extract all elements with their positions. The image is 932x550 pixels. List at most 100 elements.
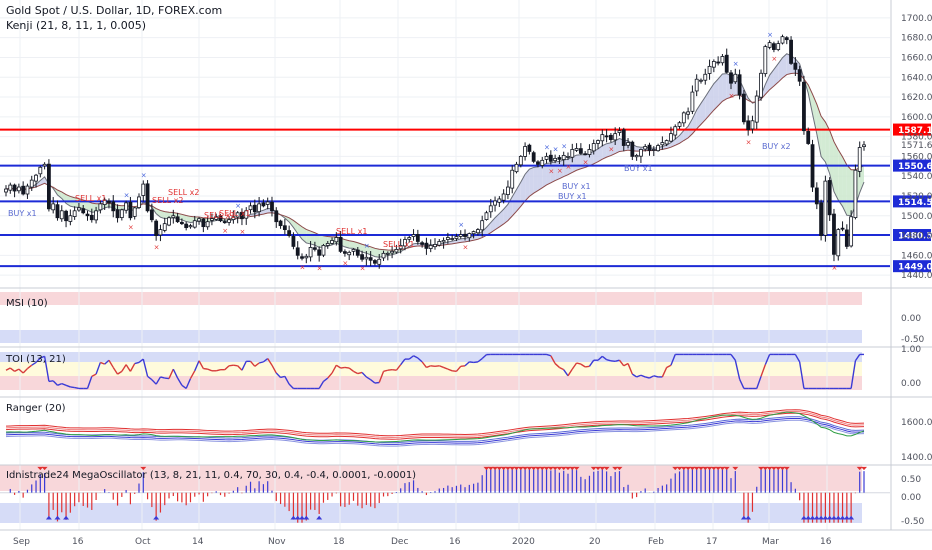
toi-line-segment xyxy=(554,363,560,368)
candle-body xyxy=(484,212,489,220)
osc-overbought-marker xyxy=(612,466,619,471)
candle-body xyxy=(536,161,540,165)
toi-line-segment xyxy=(138,358,144,363)
toi-line-segment xyxy=(43,356,50,382)
cloud-segment xyxy=(520,174,526,207)
cloud-segment xyxy=(692,109,697,134)
megaoscillator-panel[interactable] xyxy=(0,466,890,523)
cloud-segment xyxy=(529,167,534,197)
toi-line-segment xyxy=(14,368,20,372)
toi-line-segment xyxy=(198,360,204,369)
toi-line-segment xyxy=(147,375,153,381)
osc-oversold-marker xyxy=(809,515,816,520)
toi-line-segment xyxy=(224,365,230,371)
cloud-segment xyxy=(838,149,843,207)
toi-panel[interactable] xyxy=(5,353,864,390)
candle-body xyxy=(8,184,13,191)
candle-body xyxy=(694,78,699,92)
candle-body xyxy=(445,237,450,240)
cloud-segment xyxy=(606,142,611,158)
candle-body xyxy=(102,199,107,205)
candle-body xyxy=(797,69,802,82)
toi-line-segment xyxy=(344,366,350,369)
candle-body xyxy=(639,149,643,157)
y-axis[interactable]: 1440.00 1460.00 1480.00 1500.00 1520.00 1540.… xyxy=(901,14,932,527)
chart-title: Gold Spot / U.S. Dollar, 1D, FOREX.com xyxy=(6,4,222,17)
candle-body xyxy=(351,248,356,252)
osc-oversold-marker xyxy=(316,515,323,520)
megaoscillator-title: Idnistrade24 MegaOscillator (13, 8, 21, … xyxy=(6,470,416,481)
candle-body xyxy=(776,43,781,50)
candle-body xyxy=(673,126,678,136)
osc-overbought-marker xyxy=(723,466,730,471)
toi-line-segment xyxy=(563,369,569,377)
ranger-line xyxy=(5,412,865,440)
toi-line-segment xyxy=(640,374,646,378)
cloud-segment xyxy=(688,118,693,138)
candle-body xyxy=(325,243,330,246)
toi-line-segment xyxy=(176,377,183,386)
candle-body xyxy=(574,148,579,151)
osc-oversold-marker xyxy=(839,515,846,520)
y-tick-label: 1400.00 xyxy=(901,453,932,463)
toi-line-segment xyxy=(408,355,414,360)
candle-body xyxy=(360,254,364,260)
osc-oversold-marker xyxy=(813,515,820,520)
candle-body xyxy=(364,256,369,260)
toi-line-segment xyxy=(447,368,453,372)
toi-line-segment xyxy=(86,376,93,389)
candle-body xyxy=(107,200,111,204)
cloud-segment xyxy=(57,190,62,199)
ranger-panel[interactable] xyxy=(5,409,865,447)
osc-overbought-marker xyxy=(547,466,554,471)
toi-line-segment xyxy=(249,360,256,367)
down-marker: × xyxy=(565,163,571,171)
candle-body xyxy=(377,258,382,265)
osc-oversold-marker xyxy=(800,515,807,520)
toi-line-segment xyxy=(353,370,359,375)
level-price-label: 1480.53 xyxy=(898,232,932,242)
toi-line-segment xyxy=(618,359,625,367)
candle-body xyxy=(677,122,682,127)
y-tick-label: 1600.00 xyxy=(901,418,932,428)
candle-body xyxy=(488,205,493,213)
down-marker: × xyxy=(342,260,348,268)
toi-line-segment xyxy=(738,378,745,389)
candle-body xyxy=(179,221,184,225)
candle-body xyxy=(149,209,154,221)
y-tick-label: 0.00 xyxy=(901,314,921,324)
cloud-segment xyxy=(550,161,556,183)
cloud-segment xyxy=(821,116,826,162)
cloud-segment xyxy=(765,75,770,95)
x-axis[interactable]: Sep 16 Oct 14 Nov 18 Dec 16 2020 20 Feb 17 Mar 16 xyxy=(13,537,832,547)
candle-body xyxy=(265,201,270,205)
osc-overbought-marker xyxy=(530,466,537,471)
price-panel[interactable]: 1587.121550.681514.501480.531449.04 ××××… xyxy=(0,31,932,273)
toi-line-segment xyxy=(850,360,857,389)
down-marker: × xyxy=(548,167,554,175)
cloud-segment xyxy=(773,63,779,87)
candle-body xyxy=(497,198,502,203)
level-price-label: 1587.12 xyxy=(898,126,932,136)
candle-body xyxy=(261,202,266,207)
toi-line-segment xyxy=(636,374,642,378)
last-price-label: 1571.65 xyxy=(901,141,932,151)
y-tick-label: 1460.00 xyxy=(901,251,932,261)
y-tick-label: 1560.00 xyxy=(901,152,932,162)
toi-line-segment xyxy=(258,361,264,364)
osc-overbought-marker xyxy=(590,466,597,471)
candle-body xyxy=(128,201,133,219)
cloud-segment xyxy=(319,234,324,248)
cloud-segment xyxy=(722,73,727,102)
candle-body xyxy=(205,221,210,228)
candle-body xyxy=(510,169,515,189)
osc-overbought-marker xyxy=(492,466,499,471)
candle-body xyxy=(544,155,549,160)
candle-body xyxy=(844,229,849,247)
candle-body xyxy=(806,131,811,144)
candle-body xyxy=(548,154,553,162)
toi-line-segment xyxy=(189,370,196,379)
y-tick-label: 1480.00 xyxy=(901,232,932,242)
candle-body xyxy=(231,216,236,220)
